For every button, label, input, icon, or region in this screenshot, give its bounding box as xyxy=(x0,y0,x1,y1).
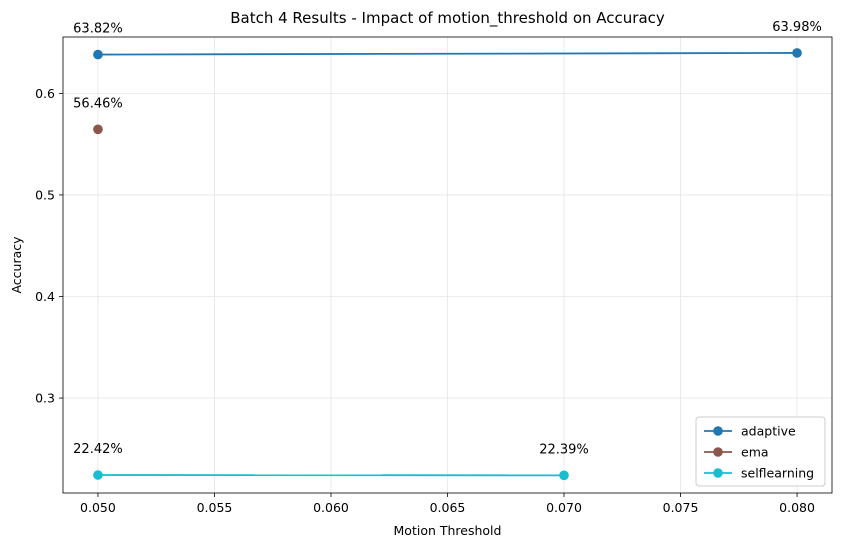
data-label-selflearning: 22.42% xyxy=(73,442,123,457)
x-axis: 0.050 0.055 0.060 0.065 0.070 0.075 0.080 xyxy=(80,493,815,515)
data-point-selflearning xyxy=(559,470,569,481)
x-tick-label: 0.070 xyxy=(546,500,582,515)
legend-marker-ema xyxy=(713,447,723,457)
legend-marker-selflearning xyxy=(713,468,723,478)
legend-label-adaptive: adaptive xyxy=(741,424,796,439)
legend-box xyxy=(695,416,826,487)
y-tick-label: 0.5 xyxy=(35,187,55,202)
data-point-adaptive xyxy=(792,48,802,58)
x-tick-label: 0.075 xyxy=(663,500,699,515)
series-line-adaptive xyxy=(97,52,798,56)
x-axis-title: Motion Threshold xyxy=(394,523,502,538)
x-tick-label: 0.050 xyxy=(80,500,116,515)
data-label-selflearning: 22.39% xyxy=(539,442,589,457)
y-tick-label: 0.4 xyxy=(35,289,55,304)
grid xyxy=(63,37,832,493)
x-tick-label: 0.055 xyxy=(197,500,233,515)
legend-label-selflearning: selflearning xyxy=(741,466,814,481)
y-tick-label: 0.3 xyxy=(35,391,55,406)
y-axis: 0.3 0.4 0.5 0.6 xyxy=(35,86,63,406)
legend-marker-adaptive xyxy=(713,426,723,436)
legend: adaptive ema selflearning xyxy=(695,416,826,487)
y-tick-label: 0.6 xyxy=(35,86,55,101)
x-tick-label: 0.060 xyxy=(313,500,349,515)
x-tick-label: 0.080 xyxy=(779,500,815,515)
data-point-ema xyxy=(93,124,103,135)
y-axis-title: Accuracy xyxy=(9,236,24,294)
data-label-adaptive: 63.82% xyxy=(73,22,123,37)
data-point-selflearning xyxy=(93,470,103,480)
series-layer xyxy=(93,48,802,481)
legend-label-ema: ema xyxy=(741,445,769,460)
data-point-adaptive xyxy=(93,49,103,60)
data-label-ema: 56.46% xyxy=(73,96,123,111)
data-label-adaptive: 63.98% xyxy=(772,20,822,35)
x-tick-label: 0.065 xyxy=(430,500,466,515)
chart-title: Batch 4 Results - Impact of motion_thres… xyxy=(230,9,665,28)
data-labels: 63.82% 63.98% 56.46% 22.42% 22.39% xyxy=(73,20,822,457)
